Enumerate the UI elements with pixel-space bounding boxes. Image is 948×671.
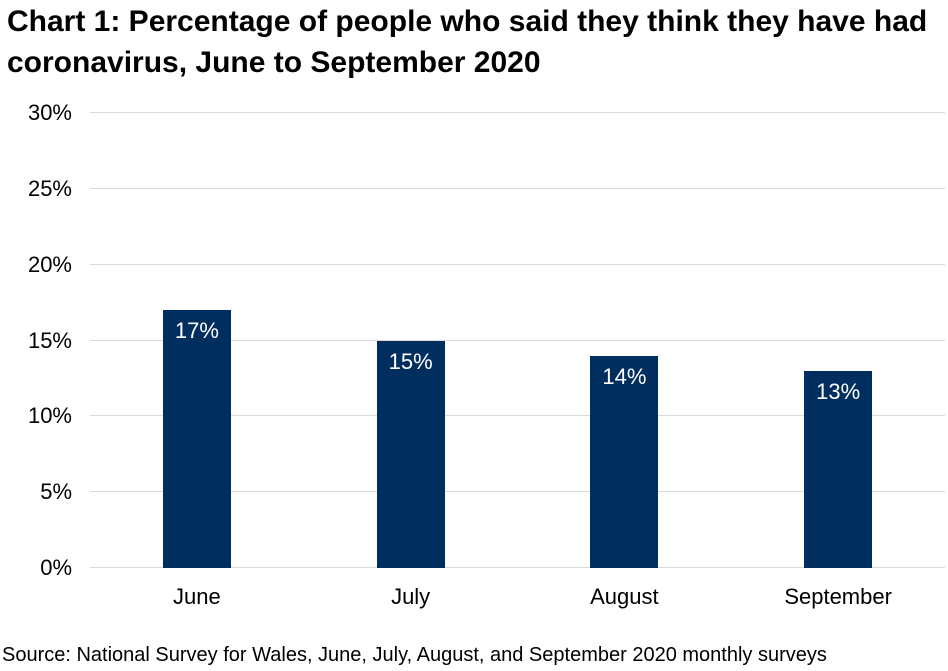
x-tick-label: June xyxy=(173,584,221,609)
bar-august: 14% xyxy=(590,355,659,568)
x-tick-label: September xyxy=(784,584,892,609)
plot-area: 17% 15% 14% 13% xyxy=(90,112,945,568)
gridline xyxy=(90,339,945,341)
y-axis: 0% 5% 10% 15% 20% 25% 30% xyxy=(0,100,72,580)
x-tick-label: July xyxy=(391,584,431,609)
x-axis: June July August September xyxy=(90,568,945,609)
chart-title: Chart 1: Percentage of people who said t… xyxy=(7,5,928,79)
bar-value-label: 15% xyxy=(388,348,433,374)
bar-june: 17% xyxy=(162,310,231,568)
x-tick-label: August xyxy=(590,584,659,609)
gridline xyxy=(90,415,945,417)
y-tick-label: 20% xyxy=(27,251,72,277)
y-tick-label: 0% xyxy=(40,555,72,580)
gridline xyxy=(90,263,945,265)
gridline xyxy=(90,491,945,493)
bar-value-label: 14% xyxy=(602,363,647,389)
y-tick-label: 30% xyxy=(27,100,72,125)
gridline xyxy=(90,112,945,113)
y-tick-label: 5% xyxy=(40,479,72,505)
gridline xyxy=(90,567,945,568)
y-tick-label: 10% xyxy=(27,403,72,429)
y-tick-label: 15% xyxy=(27,327,72,353)
bar-value-label: 13% xyxy=(816,378,861,404)
bar-september: 13% xyxy=(804,370,873,568)
gridline xyxy=(90,187,945,189)
bar-value-label: 17% xyxy=(174,318,219,344)
source-note: Source: National Survey for Wales, June,… xyxy=(2,644,827,666)
bar-july: 15% xyxy=(376,340,445,568)
y-tick-label: 25% xyxy=(27,175,72,201)
